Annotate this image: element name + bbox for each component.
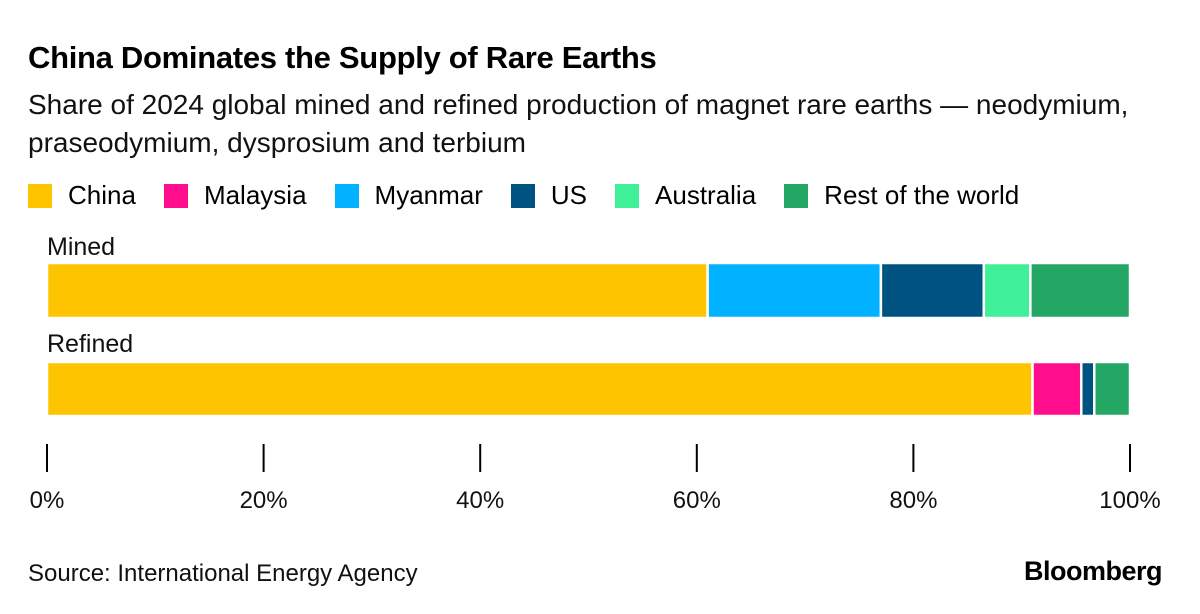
legend-item-australia: Australia <box>615 180 756 211</box>
legend-swatch <box>163 183 188 208</box>
x-tick-label: 0% <box>30 487 65 514</box>
legend-item-rest-of-the-world: Rest of the world <box>784 180 1019 211</box>
bar-refined-us <box>1080 360 1096 418</box>
legend-swatch <box>615 183 640 208</box>
legend-swatch <box>784 183 809 208</box>
legend-item-us: US <box>510 180 588 211</box>
x-tick-label: 40% <box>456 487 504 514</box>
legend-item-china: China <box>28 180 136 211</box>
bar-mined-rest-of-the-world <box>1029 261 1132 320</box>
chart-subtitle: Share of 2024 global mined and refined p… <box>28 89 1129 158</box>
legend-label: China <box>68 180 136 210</box>
bar-mined-us <box>879 261 986 320</box>
bloomberg-logo: Bloomberg <box>1023 556 1163 586</box>
legend: China Malaysia Myanmar US Australia Rest of t… <box>28 180 1047 211</box>
bar-refined-rest-of-the-world <box>1093 360 1132 418</box>
bar-mined-australia <box>982 261 1032 320</box>
x-tick-label: 60% <box>673 487 721 514</box>
bar-mined-china <box>45 261 709 320</box>
source-note: Source: International Energy Agency <box>28 560 418 587</box>
legend-swatch <box>510 183 535 208</box>
stacked-bar-chart: Mined Refined 0% 20% 40% 60% 80% 100% <box>30 233 1161 514</box>
bar-refined-china <box>45 360 1034 418</box>
bar-mined-myanmar <box>706 261 883 320</box>
category-label-mined: Mined <box>47 233 115 261</box>
legend-swatch <box>28 183 52 208</box>
legend-label: US <box>550 180 588 210</box>
chart-title: China Dominates the Supply of Rare Earth… <box>28 40 657 75</box>
legend-label: Rest of the world <box>824 180 1020 210</box>
legend-label: Myanmar <box>374 180 483 210</box>
bar-refined-malaysia <box>1031 360 1083 418</box>
category-label-refined: Refined <box>47 330 133 358</box>
legend-swatch <box>334 183 359 208</box>
x-tick-label: 100% <box>1099 487 1160 514</box>
legend-item-malaysia: Malaysia <box>163 180 307 211</box>
legend-label: Malaysia <box>203 180 307 210</box>
legend-item-myanmar: Myanmar <box>334 180 483 211</box>
x-tick-label: 20% <box>240 487 288 514</box>
x-tick-label: 80% <box>889 487 937 514</box>
legend-label: Australia <box>655 180 757 210</box>
